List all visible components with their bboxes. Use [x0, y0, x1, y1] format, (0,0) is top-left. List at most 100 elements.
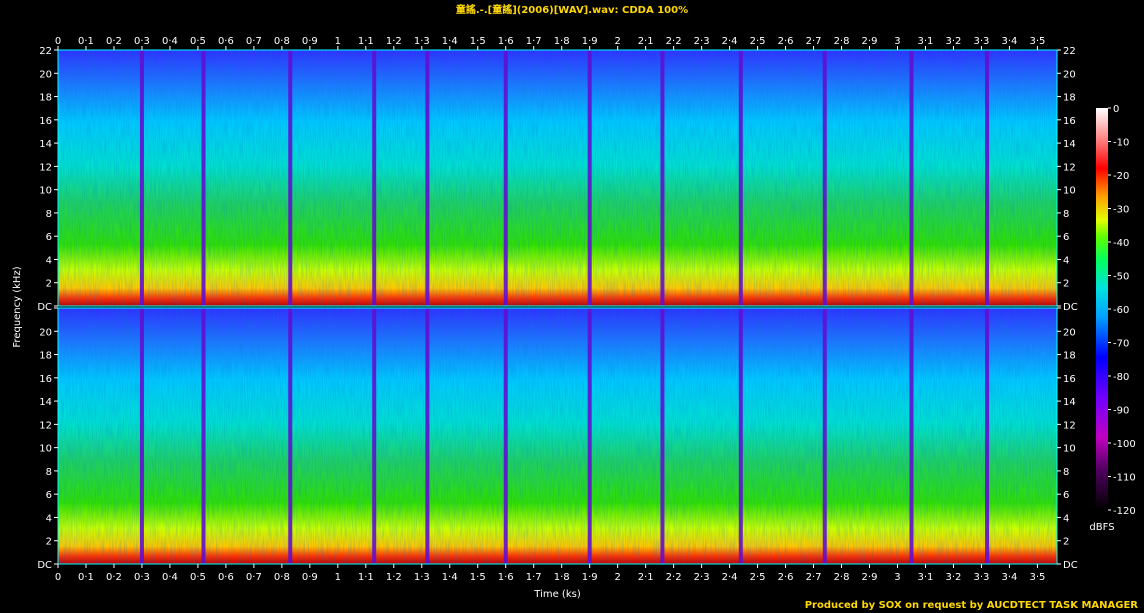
- x-tick-label: 0·2: [106, 572, 122, 583]
- y-tick-label: 18: [39, 93, 52, 104]
- y-tick-label: 6: [46, 232, 52, 243]
- y-tick-label: 22: [39, 46, 52, 57]
- y-tick-label: 2: [1063, 279, 1069, 290]
- y-tick-label: 10: [39, 444, 52, 455]
- track-boundary: [822, 50, 827, 306]
- x-tick-label: 0·8: [274, 36, 290, 47]
- track-boundary: [660, 308, 665, 564]
- x-tick-label: 1·6: [498, 572, 514, 583]
- y-tick-label: 16: [39, 374, 52, 385]
- y-tick-label: 20: [39, 69, 52, 80]
- x-tick-label: 1·5: [470, 572, 486, 583]
- x-tick-label: 2·1: [638, 36, 654, 47]
- chart-title: 童謠.-.[童謠](2006)[WAV].wav: CDDA 100%: [455, 5, 689, 16]
- x-tick-label: 0·5: [190, 36, 206, 47]
- x-tick-label: 2·2: [666, 572, 682, 583]
- y-tick-label: 20: [39, 327, 52, 338]
- track-boundary: [822, 308, 827, 564]
- x-tick-label: 1·8: [554, 572, 570, 583]
- x-tick-label: 2·4: [722, 36, 738, 47]
- track-boundary: [139, 308, 144, 564]
- x-tick-label: 1·7: [526, 572, 542, 583]
- x-tick-label: 3·1: [918, 36, 934, 47]
- colorbar-tick-label: -100: [1113, 439, 1136, 450]
- x-tick-label: 0: [55, 572, 61, 583]
- y-tick-label: 2: [1063, 537, 1069, 548]
- track-boundary: [985, 308, 990, 564]
- y-tick-label: 6: [1063, 232, 1069, 243]
- y-tick-label: 4: [1063, 255, 1069, 266]
- x-tick-label: 3·4: [1001, 572, 1017, 583]
- y-tick-label: 10: [39, 186, 52, 197]
- y-tick-label: 14: [39, 139, 52, 150]
- x-tick-label: 0·4: [162, 36, 178, 47]
- y-tick-label: 20: [1063, 69, 1076, 80]
- x-tick-label: 0·3: [134, 572, 150, 583]
- colorbar-tick-label: -60: [1113, 305, 1129, 316]
- panel-frame: [57, 49, 1058, 307]
- x-tick-label: 0·5: [190, 572, 206, 583]
- track-boundary: [738, 308, 743, 564]
- x-axis-label: Time (ks): [533, 589, 581, 600]
- y-tick-label: 12: [39, 420, 52, 431]
- x-tick-label: 1·9: [582, 572, 598, 583]
- x-tick-label: 2·6: [778, 36, 794, 47]
- x-tick-label: 2·6: [778, 572, 794, 583]
- colorbar-tick-label: -50: [1113, 272, 1129, 283]
- y-axis-label: Frequency (kHz): [12, 266, 23, 347]
- x-tick-label: 0·7: [246, 36, 262, 47]
- track-boundary: [985, 50, 990, 306]
- x-tick-label: 3·2: [946, 572, 962, 583]
- footer-credit: Produced by SOX on request by AUCDTECT T…: [804, 600, 1138, 611]
- x-tick-label: 2: [614, 572, 620, 583]
- x-tick-label: 2·3: [694, 36, 710, 47]
- x-tick-label: 2·4: [722, 572, 738, 583]
- y-tick-label: 10: [1063, 186, 1076, 197]
- x-tick-label: 0·6: [218, 36, 234, 47]
- y-tick-label: 20: [1063, 327, 1076, 338]
- x-tick-label: 1·4: [442, 36, 458, 47]
- x-tick-label: 1·3: [414, 572, 430, 583]
- x-tick-label: 0: [55, 36, 61, 47]
- track-boundary: [738, 50, 743, 306]
- colorbar-tick-label: -70: [1113, 339, 1129, 350]
- x-tick-label: 0·4: [162, 572, 178, 583]
- x-tick-label: 2·8: [834, 36, 850, 47]
- y-tick-label: 22: [1063, 46, 1076, 57]
- y-tick-label: 8: [1063, 467, 1069, 478]
- colorbar-tick-label: -90: [1113, 406, 1129, 417]
- x-tick-label: 0·9: [302, 572, 318, 583]
- x-tick-label: 0·8: [274, 572, 290, 583]
- y-tick-label: DC: [1063, 302, 1078, 313]
- y-tick-label: 12: [1063, 162, 1076, 173]
- x-tick-label: 1·7: [526, 36, 542, 47]
- colorbar-tick-label: -110: [1113, 473, 1136, 484]
- y-tick-label: 16: [39, 116, 52, 127]
- track-boundary: [909, 308, 914, 564]
- x-tick-label: 2·9: [862, 572, 878, 583]
- x-tick-label: 0·6: [218, 572, 234, 583]
- y-tick-label: 8: [1063, 209, 1069, 220]
- track-boundary: [288, 308, 293, 564]
- x-tick-label: 2·2: [666, 36, 682, 47]
- y-tick-label: DC: [1063, 560, 1078, 571]
- colorbar-tick-label: 0: [1113, 104, 1119, 115]
- y-tick-label: 14: [1063, 139, 1076, 150]
- track-boundary: [503, 308, 508, 564]
- y-tick-label: 6: [1063, 490, 1069, 501]
- x-tick-label: 2·1: [638, 572, 654, 583]
- y-tick-label: DC: [37, 560, 52, 571]
- y-tick-label: 8: [46, 467, 52, 478]
- x-tick-label: 2·7: [806, 36, 822, 47]
- track-boundary: [909, 50, 914, 306]
- y-tick-label: 12: [39, 162, 52, 173]
- track-boundary: [201, 308, 206, 564]
- x-tick-label: 1: [335, 572, 341, 583]
- x-tick-label: 0·9: [302, 36, 318, 47]
- y-tick-label: 6: [46, 490, 52, 501]
- colorbar-label: dBFS: [1089, 522, 1114, 533]
- y-tick-label: 12: [1063, 420, 1076, 431]
- y-tick-label: 14: [39, 397, 52, 408]
- colorbar-tick-label: -120: [1113, 506, 1136, 517]
- spectrogram-texture: [58, 308, 1057, 564]
